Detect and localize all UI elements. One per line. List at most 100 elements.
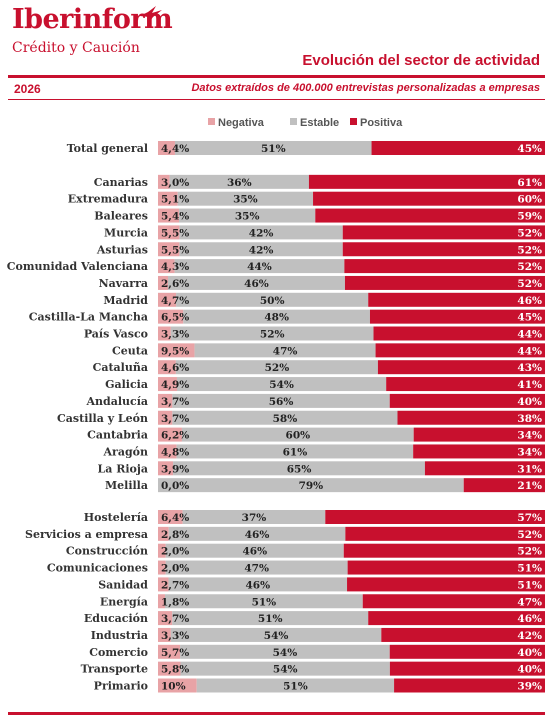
bar-estable (175, 360, 378, 375)
bar-estable (176, 444, 414, 459)
value-estable: 54% (269, 379, 294, 391)
bar-estable (174, 259, 345, 274)
value-positiva: 46% (517, 613, 542, 625)
value-positiva: 45% (517, 143, 542, 155)
value-positiva: 31% (517, 463, 542, 475)
bar-positiva (394, 678, 545, 693)
value-estable: 51% (252, 596, 277, 608)
bar-positiva (369, 309, 545, 324)
bar-positiva (381, 627, 545, 642)
value-negativa: 2,7% (161, 579, 189, 591)
value-estable: 44% (247, 261, 272, 273)
value-negativa: 6,5% (161, 312, 189, 324)
value-estable: 42% (249, 244, 274, 256)
bar-estable (179, 225, 343, 240)
value-positiva: 39% (517, 681, 542, 693)
value-positiva: 44% (517, 329, 542, 341)
subtitle-divider (8, 99, 545, 100)
value-negativa: 6,4% (161, 512, 189, 524)
bar-positiva (386, 377, 545, 392)
value-estable: 47% (273, 345, 298, 357)
bar-negativa (158, 343, 195, 358)
value-positiva: 41% (517, 379, 542, 391)
bar-positiva (313, 191, 545, 206)
value-positiva: 47% (517, 596, 542, 608)
row-label-comercio: Comercio (89, 646, 148, 659)
bar-negativa (158, 275, 169, 290)
bar-positiva (389, 661, 545, 676)
bar-positiva (342, 225, 545, 240)
bar-negativa (158, 191, 178, 206)
value-positiva: 45% (517, 312, 542, 324)
value-negativa: 5,4% (161, 211, 189, 223)
bar-negativa (158, 360, 176, 375)
value-estable: 47% (244, 563, 269, 575)
bar-estable (168, 577, 348, 592)
bar-estable (176, 292, 369, 307)
value-positiva: 44% (517, 345, 542, 357)
value-positiva: 21% (517, 480, 542, 492)
page-title: Evolución del sector de actividad (302, 52, 540, 69)
value-estable: 37% (242, 512, 267, 524)
row-label-murcia: Murcia (104, 226, 148, 239)
value-estable: 51% (258, 613, 283, 625)
brand-logo: Iberinform (12, 4, 173, 35)
value-negativa: 2,0% (161, 546, 189, 558)
value-positiva: 57% (517, 512, 542, 524)
legend-label-negativa: Negativa (218, 117, 265, 129)
bar-positiva (397, 410, 545, 425)
bar-estable (174, 141, 372, 155)
bar-negativa (158, 594, 165, 609)
bar-estable (169, 174, 309, 189)
value-negativa: 3,3% (161, 630, 189, 642)
value-negativa: 5,5% (161, 244, 189, 256)
value-negativa: 1,8% (161, 596, 189, 608)
bar-negativa (158, 461, 174, 476)
row-label-navarra: Navarra (99, 277, 148, 290)
bar-estable (172, 393, 390, 408)
value-negativa: 4,8% (161, 446, 189, 458)
bar-negativa (158, 292, 177, 307)
value-positiva: 52% (517, 278, 542, 290)
bar-positiva (347, 560, 545, 575)
bar-negativa (158, 560, 166, 575)
bar-positiva (413, 444, 545, 459)
value-negativa: 3,7% (161, 396, 189, 408)
row-label-comunidad-valenciana: Comunidad Valenciana (7, 260, 148, 273)
bar-positiva (463, 478, 545, 493)
bar-positiva (389, 644, 545, 659)
bar-positiva (308, 174, 545, 189)
row-label-cataluña: Cataluña (93, 361, 148, 374)
subtitle: Datos extraídos de 400.000 entrevistas p… (191, 82, 540, 94)
value-negativa: 4,4% (161, 143, 189, 155)
bar-estable (180, 661, 390, 676)
value-positiva: 52% (517, 529, 542, 541)
row-label-madrid: Madrid (103, 294, 148, 307)
bar-negativa (158, 678, 197, 693)
bar-positiva (344, 275, 545, 290)
header: Iberinform Crédito y Caución Evolución d… (0, 0, 552, 100)
value-estable: 50% (260, 295, 285, 307)
row-label-castilla-y-león: Castilla y León (57, 412, 148, 425)
bar-negativa (158, 309, 184, 324)
value-positiva: 43% (517, 362, 542, 374)
bar-estable (194, 343, 376, 358)
value-positiva: 40% (517, 396, 542, 408)
value-estable: 54% (264, 630, 289, 642)
value-negativa: 3,9% (161, 463, 189, 475)
bar-positiva (345, 526, 545, 541)
value-negativa: 5,5% (161, 227, 189, 239)
value-estable: 52% (260, 329, 285, 341)
bar-negativa (158, 510, 183, 524)
bar-positiva (368, 292, 545, 307)
legend-label-estable: Estable (300, 117, 339, 129)
value-positiva: 52% (517, 227, 542, 239)
legend-swatch-negativa (208, 118, 215, 125)
value-estable: 46% (242, 546, 267, 558)
bar-negativa (158, 326, 171, 341)
bar-negativa (158, 174, 170, 189)
value-estable: 58% (273, 413, 298, 425)
bar-estable (168, 275, 345, 290)
bar-negativa (158, 627, 171, 642)
bar-negativa (158, 242, 180, 257)
